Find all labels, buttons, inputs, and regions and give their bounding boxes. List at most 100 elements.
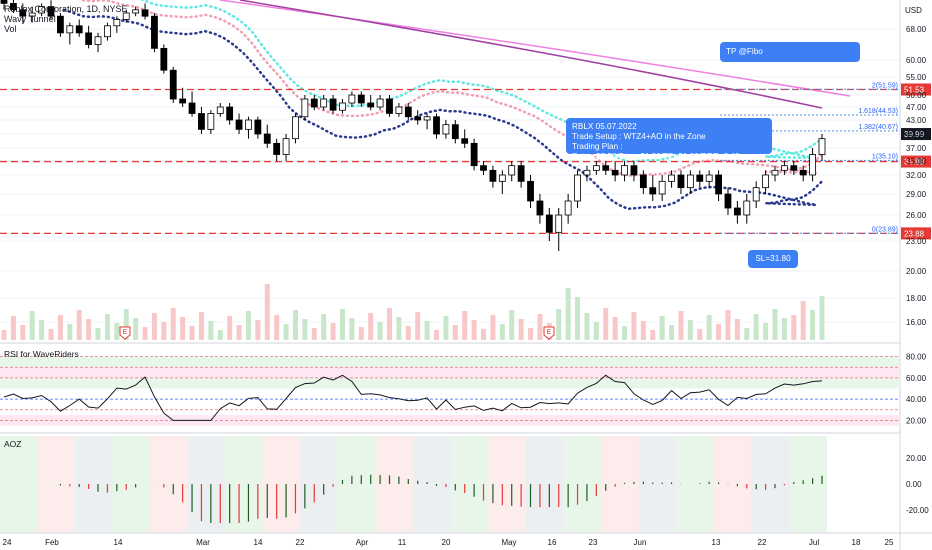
- last-price-label: 39.99: [904, 130, 925, 139]
- candle-body: [310, 98, 318, 108]
- volume-bar: [161, 322, 167, 340]
- price-tick: 20.00: [906, 267, 927, 276]
- tp-annotation[interactable]: TP @Fibo E.200%+Resistance=51.60: [720, 42, 860, 76]
- candle-body: [348, 94, 356, 104]
- candle-body: [113, 18, 121, 27]
- volume-bar: [1, 330, 7, 340]
- candle-body: [790, 165, 798, 171]
- candle-body: [75, 25, 83, 34]
- candle-body: [621, 165, 628, 176]
- candle-body: [301, 98, 309, 118]
- volume-bar: [687, 320, 693, 340]
- currency-label: USD: [905, 6, 922, 15]
- volume-bar: [659, 316, 665, 340]
- candle-body: [188, 102, 196, 114]
- price-axis[interactable]: 68.00 60.00 55.00 50.00 47.00 43.00 40.00 37.00…: [906, 25, 927, 327]
- price-tick: 35.00: [906, 157, 927, 166]
- sl-annotation[interactable]: SL=31.80: [748, 250, 798, 268]
- time-axis[interactable]: 24 Feb 14 Mar 14 22 Apr 11 20 May 16 23 Jun 13 22 Jul 18…: [3, 538, 894, 547]
- volume-bar: [151, 313, 157, 340]
- volume-label[interactable]: Vol: [4, 24, 17, 34]
- candle-body: [263, 133, 271, 144]
- candle-body: [733, 207, 741, 216]
- volume-bar: [245, 311, 251, 340]
- volume-bar: [330, 323, 336, 340]
- time-tick: 20: [442, 538, 451, 547]
- trade-plan-annotation[interactable]: RBLX 05.07.2022 Trade Setup : WTZ4+AO in…: [566, 118, 772, 161]
- volume-bar: [753, 314, 759, 340]
- level-label-resistance: 51.53: [904, 85, 925, 94]
- candle-body: [395, 106, 403, 114]
- volume-bar: [170, 308, 176, 340]
- volume-bar: [763, 323, 769, 340]
- indicator-label[interactable]: Wavy Tunnel: [4, 14, 56, 24]
- candle-body: [658, 180, 666, 195]
- rsi-title[interactable]: RSI for WaveRiders: [4, 349, 79, 359]
- volume-bar: [565, 288, 571, 340]
- candle-body: [743, 200, 751, 216]
- volume-bar: [678, 311, 684, 340]
- candle-body: [480, 165, 487, 171]
- time-tick: Feb: [45, 538, 59, 547]
- volume-bar: [499, 324, 505, 340]
- candle-body: [207, 113, 215, 130]
- volume-bar: [443, 316, 449, 340]
- candle-body: [527, 180, 534, 202]
- volume-bar: [537, 314, 543, 340]
- aoz-title[interactable]: AOZ: [4, 439, 22, 449]
- volume-bar: [734, 319, 740, 340]
- volume-bar: [217, 330, 223, 340]
- trade-plan: Trading Plan : Entry=37.50/Stop=31.80/TP…: [572, 142, 740, 161]
- volume-bar: [39, 320, 45, 340]
- fib-label: 2(51.59): [872, 82, 898, 89]
- candle-body: [564, 200, 572, 216]
- candle-body: [752, 187, 760, 202]
- price-grid: [0, 28, 900, 323]
- candle-body: [574, 174, 581, 202]
- candle-body: [386, 98, 393, 114]
- volume-bar: [622, 326, 628, 340]
- volume-bar: [772, 309, 778, 340]
- tunnel-pink: [78, 0, 824, 177]
- volume-bar: [302, 319, 308, 340]
- volume-bar: [227, 316, 233, 340]
- volume-bar: [349, 318, 355, 340]
- rsi-pane[interactable]: 80.00 60.00 40.00 20.00: [0, 353, 927, 426]
- candle-body: [715, 174, 722, 195]
- time-tick: 25: [885, 538, 894, 547]
- candle-body: [555, 214, 563, 233]
- candle-body: [141, 9, 149, 17]
- candle-body: [489, 169, 497, 182]
- volume-bar: [584, 313, 590, 340]
- candle-body: [151, 15, 158, 49]
- candle-body: [66, 25, 74, 34]
- volume-bar: [481, 329, 487, 340]
- volume-bar: [725, 310, 731, 340]
- price-tick: 47.00: [906, 103, 927, 112]
- volume-bar: [292, 310, 298, 340]
- volume-bars: [1, 284, 825, 340]
- aoz-pane[interactable]: 20.00 0.00 -20.00: [0, 436, 929, 532]
- candle-body: [245, 119, 252, 130]
- volume-bar: [669, 325, 675, 340]
- candle-body: [724, 193, 732, 209]
- time-tick: Jul: [809, 538, 819, 547]
- candle-body: [470, 142, 478, 167]
- candle-body: [132, 9, 140, 14]
- aoz-zone: [18, 436, 29, 532]
- candle-body: [583, 169, 591, 176]
- volume-bar: [67, 324, 73, 340]
- volume-bar: [321, 314, 327, 340]
- volume-bar: [264, 284, 270, 340]
- symbol-title[interactable]: Roblox Corporation, 1D, NYSE: [4, 4, 128, 14]
- candle-body: [254, 119, 262, 135]
- volume-bar: [189, 326, 195, 340]
- candlesticks[interactable]: [0, 0, 826, 251]
- volume-bar: [274, 315, 280, 340]
- rsi-tick: 40.00: [906, 395, 927, 404]
- volume-bar: [255, 320, 261, 340]
- volume-bar: [142, 327, 148, 340]
- volume-bar: [386, 308, 392, 340]
